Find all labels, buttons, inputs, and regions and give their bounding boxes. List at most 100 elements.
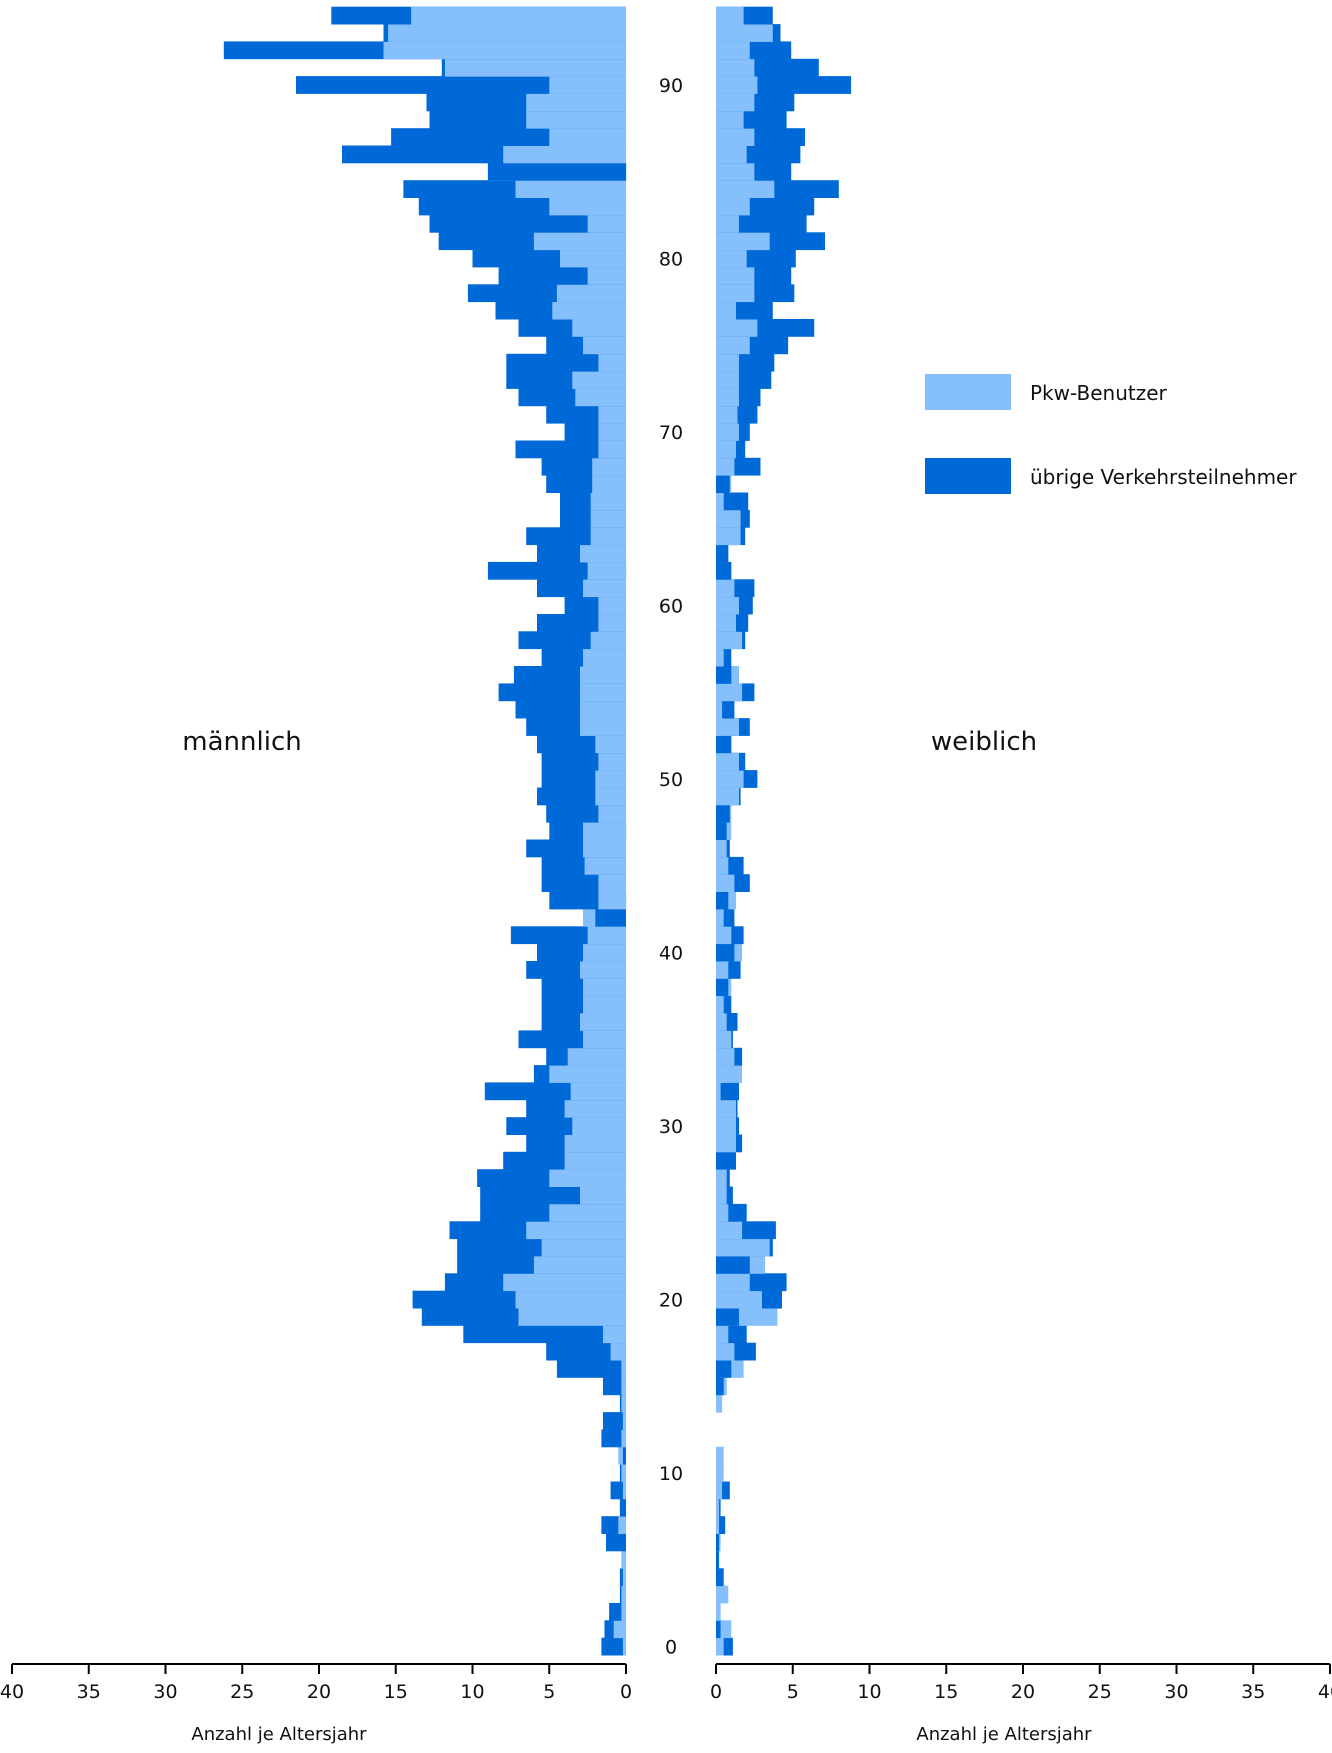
female-pkw-bar-age-84 [716,180,775,198]
female-other-bar-age-19 [716,1308,739,1326]
female-pkw-bar-age-89 [716,93,755,112]
male-pkw-bar-age-11 [618,1446,626,1465]
male-other-bar-age-69 [515,440,626,459]
male-pkw-bar-age-94 [411,6,626,25]
male-x-tick-label-10: 10 [460,1681,484,1703]
male-pkw-bar-age-22 [533,1256,626,1274]
age-tick-0: 0 [665,1636,677,1658]
female-pkw-bar-age-77 [716,301,736,320]
female-pkw-bar-age-8 [716,1498,720,1517]
female-pkw-bar-age-45 [716,856,729,875]
female-pkw-bar-age-72 [716,388,739,407]
male-pkw-bar-age-67 [592,475,626,493]
male-pkw-bar-age-40 [583,943,626,962]
female-other-bar-age-40 [716,943,735,962]
male-pkw-bar-age-14 [621,1394,626,1413]
male-pkw-bar-age-10 [621,1464,626,1482]
female-other-bar-age-66 [716,492,749,511]
male-pkw-bar-age-76 [572,319,626,337]
male-other-bar-age-11 [622,1446,626,1465]
female-pkw-bar-age-27 [716,1169,727,1187]
female-other-bar-age-28 [716,1151,736,1170]
female-pkw-bar-age-64 [716,527,741,546]
female-pkw-bar-age-37 [716,995,724,1014]
male-other-bar-age-16 [556,1360,626,1378]
male-other-bar-age-15 [603,1377,626,1396]
male-pkw-bar-age-35 [583,1030,626,1049]
female-other-bar-age-47 [716,822,727,840]
male-pkw-bar-age-55 [580,683,626,702]
male-pkw-bar-age-66 [590,492,626,511]
male-pkw-bar-age-56 [580,666,626,684]
female-other-bar-age-38 [716,978,729,997]
male-pkw-bar-age-88 [526,110,626,129]
female-pkw-bar-age-70 [716,423,739,441]
female-pkw-bar-age-65 [716,509,741,528]
age-tick-20: 20 [659,1289,683,1311]
female-pkw-bar-age-55 [716,683,743,702]
male-pkw-bar-age-43 [598,891,626,910]
female-x-tick-label-40: 40 [1318,1681,1332,1703]
male-x-axis: 0 5 10 15 20 25 30 35 40 [0,1663,632,1703]
female-pkw-bar-age-14 [716,1394,723,1413]
age-tick-90: 90 [659,75,683,97]
female-pkw-bar-age-86 [716,145,747,164]
legend: Pkw-Benutzer übrige Verkehrsteilnehmer [925,374,1297,494]
male-pkw-bar-age-26 [580,1186,626,1205]
male-side-label: männlich [182,727,301,757]
male-pkw-bar-age-20 [515,1290,626,1309]
age-tick-80: 80 [659,248,683,270]
male-pkw-bar-age-64 [590,527,626,546]
female-pkw-bar-age-81 [716,232,770,251]
male-pkw-bar-age-75 [583,336,626,355]
female-pkw-bar-age-33 [716,1065,743,1083]
female-other-bar-age-63 [716,544,729,563]
male-pkw-bar-age-34 [567,1047,626,1066]
male-pkw-bar-age-45 [584,856,626,875]
male-pkw-bar-age-61 [583,579,626,598]
male-x-axis-label: Anzahl je Altersjahr [191,1724,367,1745]
male-pkw-bar-age-9 [622,1481,626,1500]
male-pkw-bar-age-27 [549,1169,627,1187]
female-x-tick-label-35: 35 [1241,1681,1265,1703]
male-pkw-bar-age-90 [549,76,627,94]
age-tick-labels: 0 10 20 30 40 50 60 70 80 90 [659,75,683,1659]
female-pkw-bar-age-83 [716,197,750,216]
male-pkw-bar-age-2 [621,1603,626,1621]
female-pkw-bar-age-78 [716,284,755,303]
male-pkw-bar-age-53 [580,718,626,736]
male-pkw-bar-age-54 [580,700,626,719]
female-pkw-bar-age-76 [716,319,758,337]
male-pkw-bar-age-36 [580,1013,626,1031]
female-pkw-bar-age-3 [716,1585,729,1604]
female-pkw-bar-age-71 [716,405,738,424]
male-pkw-bar-age-58 [590,631,626,650]
age-tick-50: 50 [659,769,683,791]
male-pkw-bar-age-51 [598,752,626,771]
male-pkw-bar-age-87 [549,128,627,146]
female-other-bar-age-4 [716,1568,724,1587]
female-x-axis: 0 5 10 15 20 25 30 35 40 [710,1663,1332,1703]
male-pkw-bar-age-41 [587,926,626,945]
male-pkw-bar-age-23 [541,1238,626,1257]
female-other-bar-age-15 [716,1377,724,1396]
female-pkw-bar-age-51 [716,752,739,771]
age-tick-70: 70 [659,422,683,444]
male-pkw-bar-age-48 [598,804,626,823]
female-x-tick-label-5: 5 [787,1681,799,1703]
legend-label-pkw: Pkw-Benutzer [1030,381,1168,405]
female-pkw-bar-age-80 [716,249,747,268]
male-pkw-bar-age-28 [564,1151,626,1170]
female-other-bar-age-43 [716,891,729,910]
male-pkw-bar-age-83 [549,197,627,216]
male-pkw-bar-age-30 [572,1117,626,1135]
female-x-tick-label-20: 20 [1011,1681,1035,1703]
female-pkw-bar-age-18 [716,1325,729,1344]
age-tick-10: 10 [659,1463,683,1485]
male-other-bar-age-12 [601,1429,626,1448]
female-other-bar-age-1 [716,1620,721,1639]
female-pkw-bar-age-54 [716,700,723,719]
female-pkw-bar-age-35 [716,1030,732,1049]
male-pkw-bar-age-77 [552,301,626,320]
age-tick-60: 60 [659,595,683,617]
